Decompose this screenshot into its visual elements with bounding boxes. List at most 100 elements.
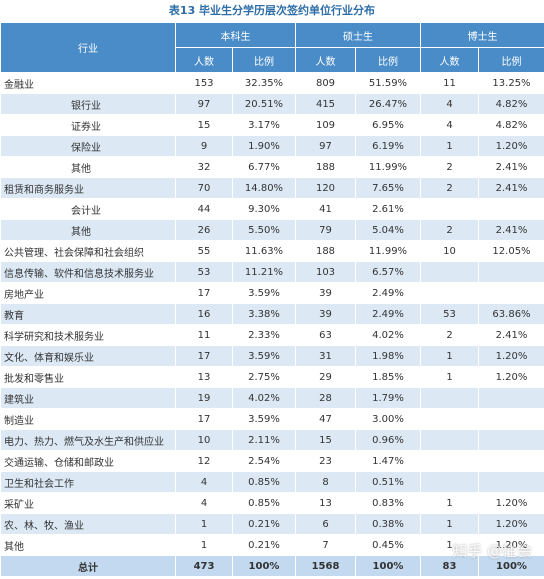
value-cell: 4 xyxy=(420,114,479,136)
value-cell: 6 xyxy=(295,513,356,535)
value-cell: 53 xyxy=(420,303,479,325)
value-cell: 23 xyxy=(295,450,356,472)
value-cell xyxy=(420,282,479,304)
value-cell: 15 xyxy=(295,429,356,451)
value-cell: 1 xyxy=(420,345,479,367)
table-row: 农、林、牧、渔业 1 0.21% 6 0.38% 1 1.20% xyxy=(0,513,544,535)
table-row: 总计 473 100% 1568 100% 83 100% xyxy=(0,555,544,577)
table-row: 其他 32 6.77% 188 11.99% 2 2.41% xyxy=(0,156,544,178)
value-cell: 6.95% xyxy=(355,114,421,136)
table-row: 会计业 44 9.30% 41 2.61% xyxy=(0,198,544,220)
table-row: 教育 16 3.38% 39 2.49% 53 63.86% xyxy=(0,303,544,325)
industry-cell: 农、林、牧、渔业 xyxy=(0,513,176,535)
value-cell: 0.38% xyxy=(355,513,421,535)
value-cell: 188 xyxy=(295,240,356,262)
table-row: 建筑业 19 4.02% 28 1.79% xyxy=(0,387,544,409)
value-cell: 3.17% xyxy=(232,114,296,136)
value-cell: 0.45% xyxy=(355,534,421,556)
value-cell: 97 xyxy=(175,93,233,115)
value-cell: 55 xyxy=(175,240,233,262)
value-cell: 2.33% xyxy=(232,324,296,346)
industry-cell: 租赁和商务服务业 xyxy=(0,177,176,199)
watermark: 知乎 @往会 xyxy=(452,542,532,560)
value-cell: 153 xyxy=(175,72,233,94)
table-row: 卫生和社会工作 4 0.85% 8 0.51% xyxy=(0,471,544,493)
value-cell: 70 xyxy=(175,177,233,199)
value-cell: 7.65% xyxy=(355,177,421,199)
value-cell: 47 xyxy=(295,408,356,430)
value-cell: 2.11% xyxy=(232,429,296,451)
value-cell: 14.80% xyxy=(232,177,296,199)
industry-cell: 总计 xyxy=(0,555,176,577)
value-cell: 31 xyxy=(295,345,356,367)
value-cell: 3.00% xyxy=(355,408,421,430)
value-cell: 11.99% xyxy=(355,240,421,262)
industry-cell: 文化、体育和娱乐业 xyxy=(0,345,176,367)
table-title: 表13 毕业生分学历层次签约单位行业分布 xyxy=(168,4,376,17)
table-row: 信息传输、软件和信息技术服务业 53 11.21% 103 6.57% xyxy=(0,261,544,283)
value-cell: 39 xyxy=(295,282,356,304)
value-cell: 100% xyxy=(478,555,544,577)
value-cell: 1.79% xyxy=(355,387,421,409)
industry-cell: 科学研究和技术服务业 xyxy=(0,324,176,346)
header-group: 本科生 xyxy=(175,22,296,48)
value-cell: 41 xyxy=(295,198,356,220)
value-cell: 109 xyxy=(295,114,356,136)
value-cell: 11.99% xyxy=(355,156,421,178)
table-row: 电力、热力、燃气及水生产和供应业 10 2.11% 15 0.96% xyxy=(0,429,544,451)
value-cell: 1.20% xyxy=(478,345,544,367)
value-cell xyxy=(420,387,479,409)
value-cell: 9 xyxy=(175,135,233,157)
value-cell: 2.54% xyxy=(232,450,296,472)
value-cell: 1.20% xyxy=(478,366,544,388)
value-cell: 0.96% xyxy=(355,429,421,451)
table-row: 交通运输、仓储和邮政业 12 2.54% 23 1.47% xyxy=(0,450,544,472)
value-cell: 4 xyxy=(175,492,233,514)
value-cell xyxy=(478,450,544,472)
table-row: 其他 26 5.50% 79 5.04% 2 2.41% xyxy=(0,219,544,241)
industry-cell: 交通运输、仓储和邮政业 xyxy=(0,450,176,472)
value-cell: 415 xyxy=(295,93,356,115)
value-cell: 0.21% xyxy=(232,513,296,535)
value-cell: 100% xyxy=(232,555,296,577)
value-cell: 39 xyxy=(295,303,356,325)
value-cell: 11.21% xyxy=(232,261,296,283)
industry-cell: 电力、热力、燃气及水生产和供应业 xyxy=(0,429,176,451)
industry-cell: 批发和零售业 xyxy=(0,366,176,388)
value-cell: 100% xyxy=(355,555,421,577)
value-cell: 0.85% xyxy=(232,471,296,493)
value-cell: 2.41% xyxy=(478,156,544,178)
value-cell: 2.49% xyxy=(355,303,421,325)
value-cell: 8 xyxy=(295,471,356,493)
value-cell: 32.35% xyxy=(232,72,296,94)
value-cell: 6.19% xyxy=(355,135,421,157)
value-cell: 120 xyxy=(295,177,356,199)
value-cell: 79 xyxy=(295,219,356,241)
value-cell: 2 xyxy=(420,177,479,199)
header-group: 博士生 xyxy=(420,22,544,48)
value-cell: 6.77% xyxy=(232,156,296,178)
value-cell: 9.30% xyxy=(232,198,296,220)
value-cell xyxy=(478,471,544,493)
industry-cell: 信息传输、软件和信息技术服务业 xyxy=(0,261,176,283)
value-cell: 63.86% xyxy=(478,303,544,325)
header-cell: 比例 xyxy=(355,47,421,73)
value-cell: 16 xyxy=(175,303,233,325)
table-row: 其他 1 0.21% 7 0.45% 1 1.20% xyxy=(0,534,544,556)
value-cell xyxy=(420,198,479,220)
industry-cell: 保险业 xyxy=(0,135,176,157)
header-cell: 行业 xyxy=(0,22,176,73)
value-cell: 2.49% xyxy=(355,282,421,304)
value-cell: 53 xyxy=(175,261,233,283)
industry-cell: 其他 xyxy=(0,534,176,556)
value-cell xyxy=(420,429,479,451)
value-cell: 1 xyxy=(420,135,479,157)
value-cell: 0.21% xyxy=(232,534,296,556)
value-cell: 44 xyxy=(175,198,233,220)
value-cell: 17 xyxy=(175,282,233,304)
value-cell xyxy=(420,450,479,472)
header-cell: 比例 xyxy=(232,47,296,73)
value-cell: 4 xyxy=(420,93,479,115)
table-row: 金融业 153 32.35% 809 51.59% 11 13.25% xyxy=(0,72,544,94)
value-cell: 28 xyxy=(295,387,356,409)
